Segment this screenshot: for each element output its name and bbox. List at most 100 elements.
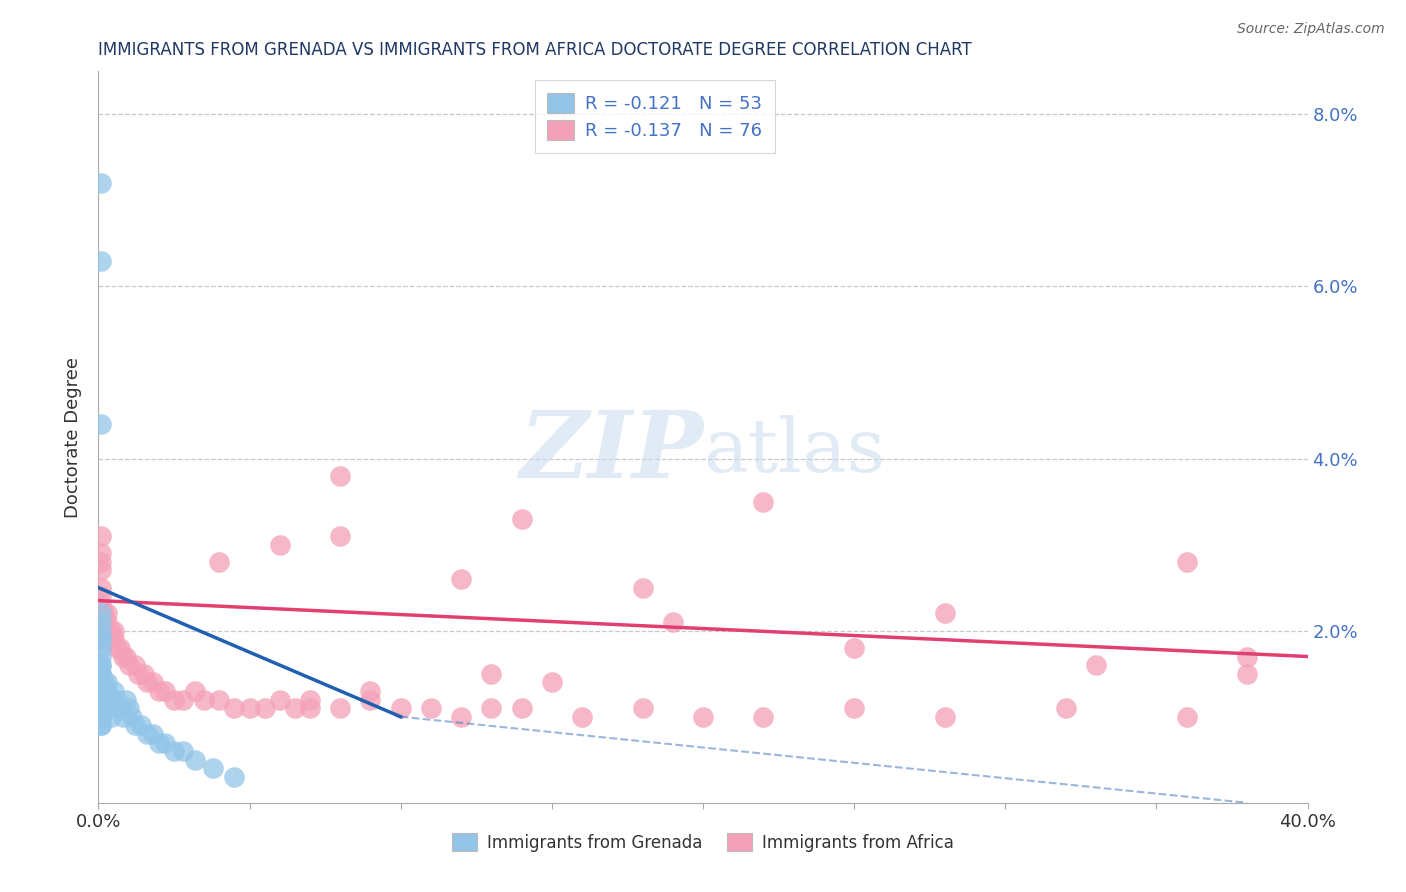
Africa xyxy=(100,632,122,647)
Africa xyxy=(90,581,112,595)
Africa xyxy=(153,684,176,698)
Y-axis label: Doctorate Degree: Doctorate Degree xyxy=(65,357,83,517)
Africa xyxy=(163,692,186,706)
Africa xyxy=(90,529,112,543)
Africa xyxy=(90,598,112,612)
Text: atlas: atlas xyxy=(703,415,886,488)
Grenada xyxy=(90,675,112,690)
Africa xyxy=(96,607,118,621)
Africa xyxy=(90,555,112,569)
Grenada xyxy=(121,710,143,724)
Africa xyxy=(360,684,382,698)
Africa xyxy=(481,666,503,681)
Africa xyxy=(360,692,382,706)
Grenada xyxy=(93,684,115,698)
Grenada xyxy=(163,744,186,758)
Africa xyxy=(127,666,149,681)
Africa xyxy=(1175,710,1198,724)
Grenada xyxy=(90,692,112,706)
Africa xyxy=(389,701,412,715)
Africa xyxy=(934,607,956,621)
Africa xyxy=(661,615,683,629)
Grenada xyxy=(103,684,125,698)
Africa xyxy=(1236,649,1258,664)
Africa xyxy=(934,710,956,724)
Grenada xyxy=(90,718,112,732)
Text: ZIP: ZIP xyxy=(519,407,703,497)
Grenada xyxy=(105,692,128,706)
Africa xyxy=(184,684,207,698)
Grenada xyxy=(90,710,112,724)
Africa xyxy=(90,607,112,621)
Africa xyxy=(540,675,562,690)
Grenada xyxy=(153,735,176,749)
Africa xyxy=(90,546,112,560)
Africa xyxy=(142,675,165,690)
Africa xyxy=(329,529,352,543)
Grenada xyxy=(172,744,194,758)
Grenada xyxy=(124,718,146,732)
Grenada xyxy=(90,684,112,698)
Africa xyxy=(90,632,112,647)
Grenada xyxy=(90,666,112,681)
Africa xyxy=(118,658,141,673)
Grenada xyxy=(90,632,112,647)
Grenada xyxy=(129,718,152,732)
Grenada xyxy=(96,684,118,698)
Grenada xyxy=(90,615,112,629)
Africa xyxy=(450,710,472,724)
Africa xyxy=(269,538,291,552)
Africa xyxy=(284,701,307,715)
Grenada xyxy=(93,692,115,706)
Grenada xyxy=(224,770,246,784)
Grenada xyxy=(90,701,112,715)
Grenada xyxy=(90,701,112,715)
Africa xyxy=(124,658,146,673)
Legend: Immigrants from Grenada, Immigrants from Africa: Immigrants from Grenada, Immigrants from… xyxy=(443,825,963,860)
Africa xyxy=(172,692,194,706)
Grenada xyxy=(90,176,112,190)
Africa xyxy=(481,701,503,715)
Africa xyxy=(208,692,231,706)
Africa xyxy=(90,564,112,578)
Africa xyxy=(193,692,215,706)
Africa xyxy=(90,615,112,629)
Grenada xyxy=(202,761,225,775)
Grenada xyxy=(90,666,112,681)
Text: IMMIGRANTS FROM GRENADA VS IMMIGRANTS FROM AFRICA DOCTORATE DEGREE CORRELATION C: IMMIGRANTS FROM GRENADA VS IMMIGRANTS FR… xyxy=(98,41,972,59)
Grenada xyxy=(142,727,165,741)
Africa xyxy=(253,701,276,715)
Africa xyxy=(114,649,136,664)
Grenada xyxy=(90,649,112,664)
Africa xyxy=(510,512,533,526)
Africa xyxy=(692,710,714,724)
Grenada xyxy=(90,607,112,621)
Grenada xyxy=(93,675,115,690)
Grenada xyxy=(90,692,112,706)
Africa xyxy=(93,607,115,621)
Africa xyxy=(329,468,352,483)
Africa xyxy=(111,649,134,664)
Africa xyxy=(224,701,246,715)
Africa xyxy=(631,581,654,595)
Grenada xyxy=(90,624,112,638)
Grenada xyxy=(90,658,112,673)
Grenada xyxy=(90,710,112,724)
Africa xyxy=(1054,701,1077,715)
Africa xyxy=(299,701,322,715)
Africa xyxy=(631,701,654,715)
Africa xyxy=(93,615,115,629)
Africa xyxy=(90,589,112,603)
Africa xyxy=(108,640,131,655)
Africa xyxy=(1085,658,1108,673)
Text: Source: ZipAtlas.com: Source: ZipAtlas.com xyxy=(1237,22,1385,37)
Africa xyxy=(132,666,155,681)
Grenada xyxy=(100,710,122,724)
Africa xyxy=(208,555,231,569)
Grenada xyxy=(114,692,136,706)
Africa xyxy=(239,701,262,715)
Grenada xyxy=(108,701,131,715)
Africa xyxy=(148,684,170,698)
Grenada xyxy=(184,753,207,767)
Grenada xyxy=(118,701,141,715)
